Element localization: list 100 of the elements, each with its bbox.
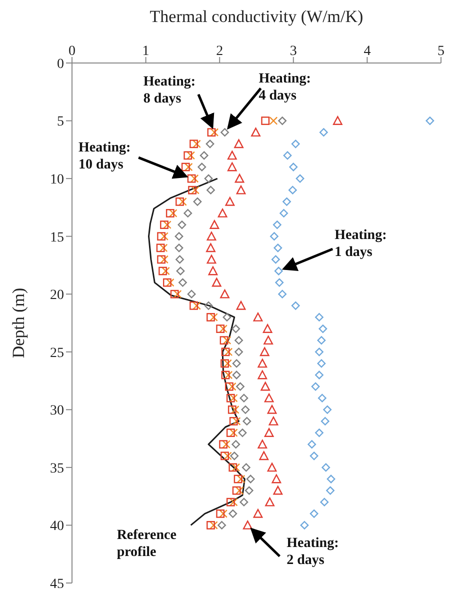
point (166, 209, 174, 218)
point (222, 336, 232, 345)
point (227, 150, 237, 160)
point (323, 405, 332, 414)
point (190, 301, 198, 310)
point (261, 116, 270, 125)
point (184, 151, 192, 160)
y-tick-label: 0 (57, 56, 64, 72)
point (226, 394, 235, 402)
point (326, 474, 336, 484)
point (310, 509, 318, 518)
point (251, 128, 260, 137)
point (315, 313, 324, 322)
point (236, 300, 246, 310)
point (236, 382, 244, 391)
point (228, 463, 238, 472)
point (219, 509, 228, 518)
point (193, 197, 202, 206)
point (310, 452, 318, 460)
point (207, 128, 216, 137)
point (228, 382, 236, 391)
point (156, 244, 165, 252)
point (224, 370, 233, 380)
point (226, 428, 235, 437)
point (228, 509, 238, 518)
point (235, 486, 244, 495)
point (216, 509, 225, 518)
point (191, 186, 200, 194)
point (184, 162, 193, 172)
point (192, 301, 201, 310)
point (160, 255, 168, 264)
y-tick-label: 35 (50, 461, 64, 476)
point (162, 266, 170, 276)
point (229, 417, 238, 426)
point (220, 289, 230, 298)
point (236, 474, 246, 484)
point (184, 209, 192, 218)
point (163, 220, 172, 229)
point (192, 140, 201, 148)
point (230, 405, 240, 414)
point (198, 162, 206, 172)
point (206, 254, 216, 264)
point (240, 394, 248, 402)
point (222, 440, 230, 449)
point (232, 486, 241, 495)
point (221, 348, 230, 356)
point (258, 358, 268, 368)
point (232, 440, 240, 449)
y-tick-label: 25 (50, 346, 64, 361)
point (224, 348, 233, 356)
point (206, 243, 216, 252)
point (176, 197, 184, 206)
point (232, 324, 240, 333)
point (322, 463, 330, 472)
point (178, 197, 187, 206)
point (174, 244, 184, 252)
point (206, 313, 215, 322)
x-tick-label: 0 (68, 44, 76, 59)
annotation: Heating: 8 days (143, 74, 196, 106)
x-tick-label: 1 (142, 44, 150, 59)
point (221, 370, 230, 380)
point (308, 440, 316, 449)
point (229, 498, 238, 506)
point (267, 404, 277, 414)
point (224, 382, 234, 391)
y-tick-label: 45 (50, 576, 64, 592)
point (229, 428, 238, 437)
point (224, 452, 232, 460)
point (200, 151, 208, 160)
point (253, 312, 263, 322)
point (187, 174, 196, 183)
point (188, 186, 196, 194)
point (253, 508, 263, 518)
point (186, 151, 196, 160)
point (209, 313, 218, 322)
annotation: Reference profile (116, 528, 176, 560)
point (166, 278, 174, 287)
point (315, 348, 324, 356)
point (176, 266, 185, 276)
point (274, 266, 283, 276)
point (296, 174, 304, 183)
point (264, 393, 274, 402)
point (270, 232, 278, 241)
point (224, 359, 232, 368)
point (232, 359, 241, 368)
point (232, 417, 241, 426)
point (278, 116, 287, 125)
y-tick-label: 40 (50, 519, 64, 534)
point (227, 162, 237, 172)
point (259, 451, 269, 460)
point (242, 520, 252, 530)
point (218, 208, 228, 218)
point (220, 336, 228, 345)
point (234, 139, 244, 148)
point (326, 486, 334, 495)
point (160, 220, 168, 229)
y-tick-label: 5 (57, 114, 64, 130)
point (173, 290, 182, 298)
point (272, 474, 282, 484)
point (271, 255, 280, 264)
